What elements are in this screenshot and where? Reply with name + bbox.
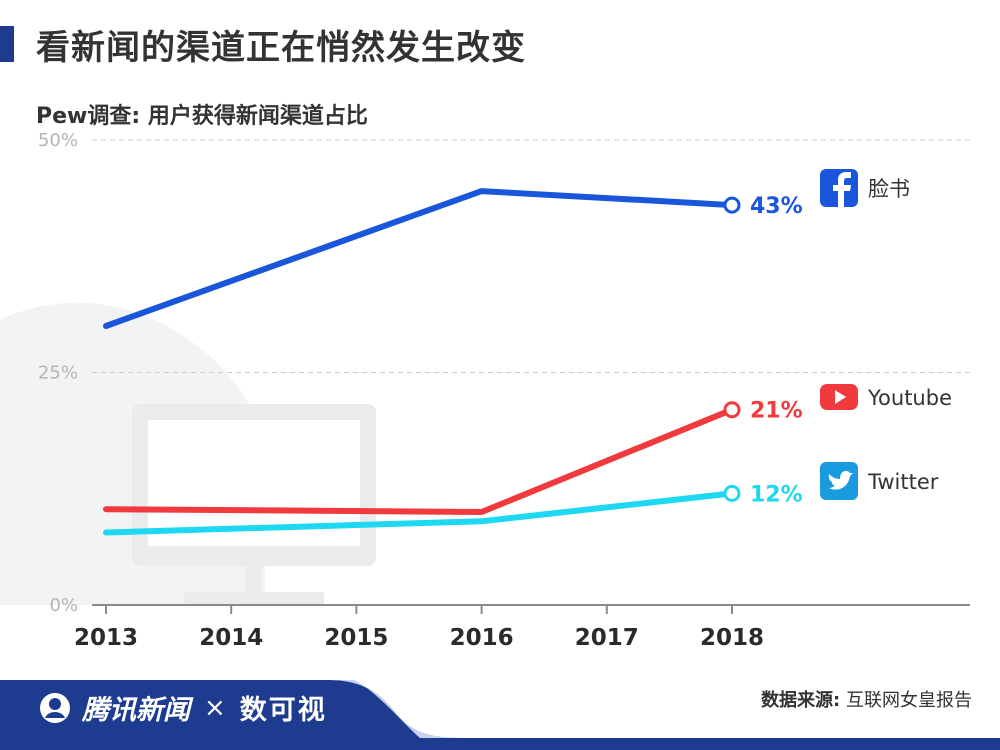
- y-tick-label: 0%: [49, 595, 78, 616]
- y-tick-label: 50%: [38, 130, 78, 151]
- data-label: 43%: [750, 194, 803, 219]
- x-tick-label: 2013: [74, 625, 138, 651]
- x-tick-label: 2014: [199, 625, 263, 651]
- legend-item: Youtube: [820, 384, 952, 410]
- page-title: 看新闻的渠道正在悄然发生改变: [36, 28, 526, 68]
- data-source: 数据来源: 互联网女皇报告: [761, 686, 972, 712]
- legend-label: Twitter: [867, 470, 939, 494]
- twitter-icon: [820, 462, 858, 500]
- data-label: 21%: [750, 399, 803, 424]
- x-tick-label: 2015: [324, 625, 388, 651]
- series-line-youtube: [103, 406, 735, 515]
- chart-subtitle: Pew调查: 用户获得新闻渠道占比: [36, 104, 368, 129]
- footer: 腾讯新闻 × 数可视 数据来源: 互联网女皇报告: [0, 670, 1000, 750]
- youtube-icon: [820, 384, 858, 410]
- partner-name: 数可视: [239, 695, 327, 726]
- background-monitor-illustration: [0, 302, 376, 605]
- tencent-news-logo-icon: [40, 692, 70, 723]
- x-tick-label: 2016: [450, 625, 514, 651]
- brand-separator: ×: [204, 692, 226, 723]
- series-line-twitter: [103, 490, 735, 536]
- x-tick-label: 2018: [700, 625, 764, 651]
- legend-label: 脸书: [868, 177, 910, 201]
- legend-item: 脸书: [820, 169, 910, 207]
- legend-item: Twitter: [820, 462, 939, 500]
- brand: 腾讯新闻 × 数可视: [38, 688, 327, 727]
- title-accent-bar: [0, 26, 14, 62]
- source-value: 互联网女皇报告: [846, 690, 972, 711]
- series-end-point: [723, 401, 741, 419]
- data-label: 12%: [750, 482, 803, 507]
- y-tick-label: 25%: [38, 363, 78, 384]
- series-end-point: [723, 196, 741, 214]
- brand-name: 腾讯新闻: [82, 695, 190, 726]
- legend-label: Youtube: [867, 386, 952, 410]
- facebook-icon: [820, 169, 858, 207]
- source-label: 数据来源:: [761, 690, 841, 711]
- series-end-point: [723, 484, 741, 502]
- x-tick-label: 2017: [575, 625, 639, 651]
- footer-background: [0, 680, 1000, 750]
- series-line-facebook: [103, 188, 735, 329]
